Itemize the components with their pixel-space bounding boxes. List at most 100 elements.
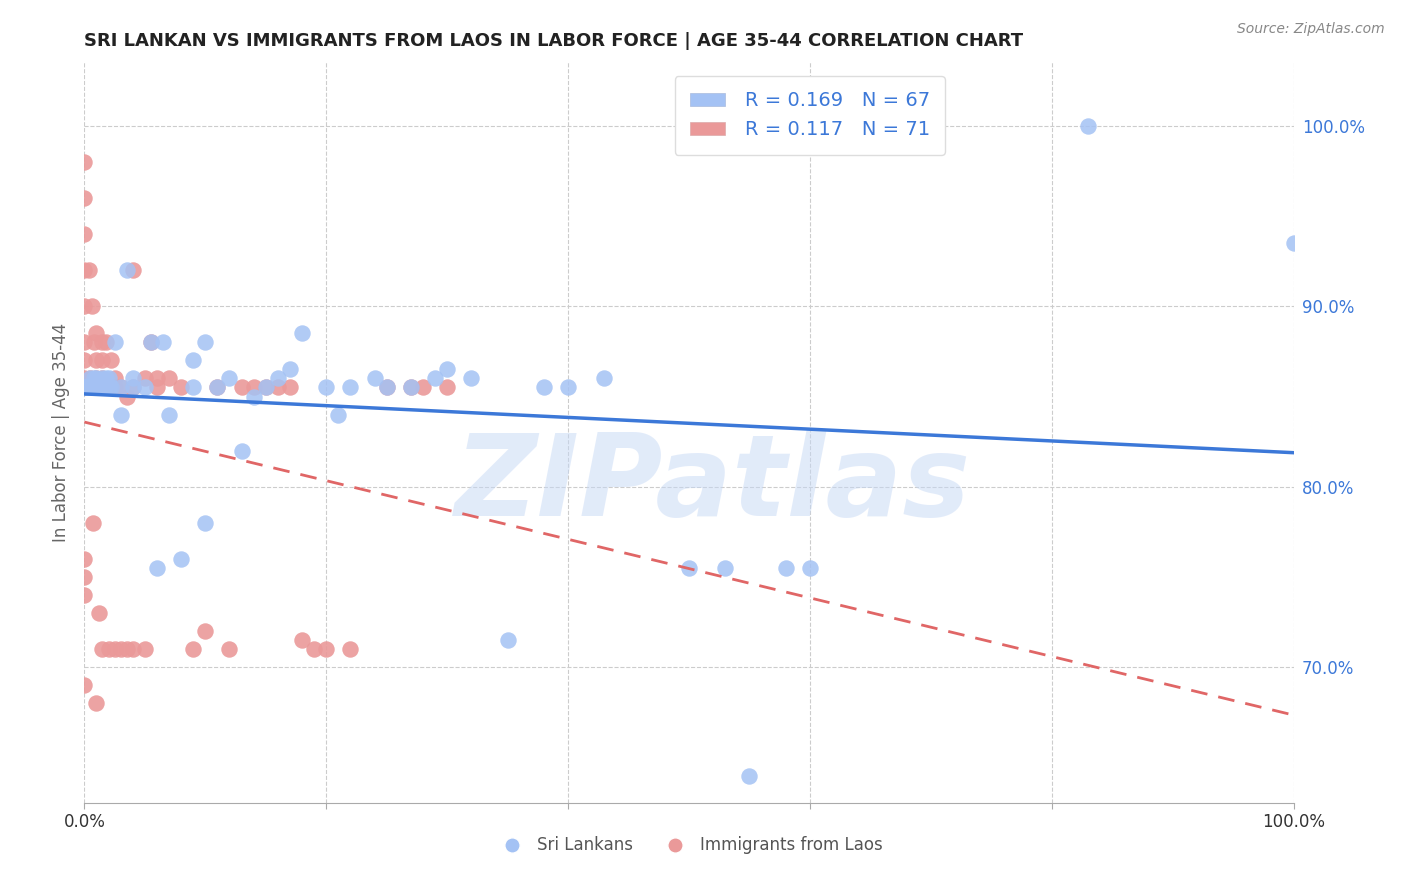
Point bbox=[218, 642, 240, 657]
Point bbox=[799, 561, 821, 575]
Point bbox=[181, 642, 204, 657]
Text: Source: ZipAtlas.com: Source: ZipAtlas.com bbox=[1237, 22, 1385, 37]
Point bbox=[157, 408, 180, 422]
Point bbox=[115, 263, 138, 277]
Point bbox=[775, 561, 797, 575]
Legend: Sri Lankans, Immigrants from Laos: Sri Lankans, Immigrants from Laos bbox=[489, 830, 889, 861]
Point bbox=[1077, 119, 1099, 133]
Point bbox=[218, 371, 240, 385]
Y-axis label: In Labor Force | Age 35-44: In Labor Force | Age 35-44 bbox=[52, 323, 70, 542]
Point bbox=[738, 769, 761, 783]
Point bbox=[79, 371, 101, 385]
Point bbox=[73, 380, 96, 394]
Point bbox=[328, 408, 350, 422]
Point bbox=[302, 642, 325, 657]
Point bbox=[363, 371, 385, 385]
Point bbox=[73, 227, 96, 241]
Point bbox=[77, 263, 100, 277]
Point bbox=[97, 380, 120, 394]
Point bbox=[73, 552, 96, 566]
Point bbox=[139, 335, 162, 350]
Point bbox=[83, 380, 105, 394]
Point bbox=[339, 642, 361, 657]
Point bbox=[315, 380, 337, 394]
Point bbox=[375, 380, 398, 394]
Point bbox=[87, 606, 110, 620]
Point bbox=[83, 371, 105, 385]
Point bbox=[89, 380, 111, 394]
Point bbox=[73, 380, 96, 394]
Point bbox=[152, 335, 174, 350]
Point bbox=[278, 380, 301, 394]
Point bbox=[207, 380, 229, 394]
Point bbox=[91, 335, 114, 350]
Point bbox=[82, 380, 104, 394]
Point bbox=[267, 380, 290, 394]
Point bbox=[73, 371, 96, 385]
Point bbox=[291, 326, 314, 341]
Point bbox=[139, 335, 162, 350]
Point bbox=[231, 443, 253, 458]
Point bbox=[89, 380, 111, 394]
Point bbox=[110, 380, 132, 394]
Point bbox=[436, 362, 458, 376]
Point bbox=[194, 516, 217, 530]
Point bbox=[134, 380, 156, 394]
Point bbox=[73, 588, 96, 602]
Point bbox=[242, 380, 264, 394]
Point bbox=[181, 380, 204, 394]
Point bbox=[242, 390, 264, 404]
Point bbox=[194, 335, 217, 350]
Point bbox=[110, 642, 132, 657]
Point bbox=[121, 380, 143, 394]
Point bbox=[87, 380, 110, 394]
Point bbox=[423, 371, 446, 385]
Point bbox=[91, 353, 114, 368]
Point bbox=[104, 642, 127, 657]
Point bbox=[73, 263, 96, 277]
Point bbox=[678, 561, 700, 575]
Point bbox=[86, 380, 108, 394]
Point bbox=[73, 299, 96, 313]
Point bbox=[315, 642, 337, 657]
Text: SRI LANKAN VS IMMIGRANTS FROM LAOS IN LABOR FORCE | AGE 35-44 CORRELATION CHART: SRI LANKAN VS IMMIGRANTS FROM LAOS IN LA… bbox=[84, 32, 1024, 50]
Point bbox=[97, 380, 120, 394]
Point bbox=[104, 371, 127, 385]
Point bbox=[91, 371, 114, 385]
Point bbox=[91, 642, 114, 657]
Point bbox=[79, 380, 101, 394]
Point bbox=[91, 380, 114, 394]
Point bbox=[86, 326, 108, 341]
Point bbox=[73, 335, 96, 350]
Point bbox=[436, 380, 458, 394]
Point bbox=[73, 380, 96, 394]
Point bbox=[254, 380, 277, 394]
Point bbox=[121, 642, 143, 657]
Point bbox=[86, 697, 108, 711]
Point bbox=[231, 380, 253, 394]
Point bbox=[115, 642, 138, 657]
Point bbox=[82, 516, 104, 530]
Point bbox=[86, 371, 108, 385]
Point bbox=[73, 154, 96, 169]
Point bbox=[533, 380, 555, 394]
Point bbox=[267, 371, 290, 385]
Point bbox=[278, 362, 301, 376]
Point bbox=[134, 642, 156, 657]
Point bbox=[399, 380, 422, 394]
Point bbox=[97, 642, 120, 657]
Point bbox=[73, 380, 96, 394]
Point bbox=[100, 353, 122, 368]
Point bbox=[83, 335, 105, 350]
Point bbox=[79, 380, 101, 394]
Point bbox=[412, 380, 434, 394]
Point bbox=[94, 380, 117, 394]
Point bbox=[460, 371, 482, 385]
Point bbox=[146, 371, 169, 385]
Point bbox=[86, 371, 108, 385]
Point bbox=[121, 371, 143, 385]
Point bbox=[254, 380, 277, 394]
Point bbox=[134, 371, 156, 385]
Point bbox=[73, 380, 96, 394]
Point bbox=[77, 380, 100, 394]
